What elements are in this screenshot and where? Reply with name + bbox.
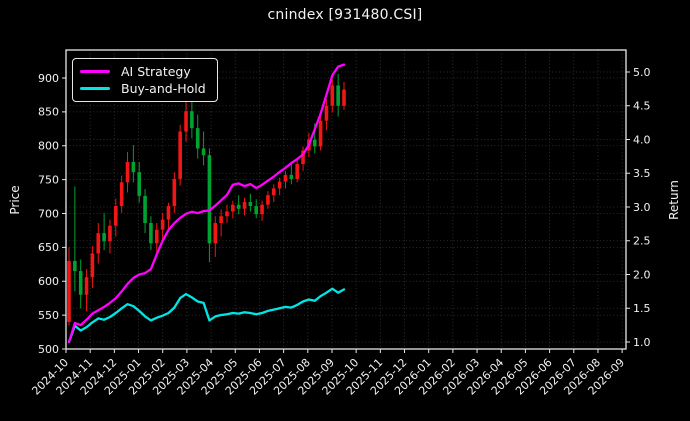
legend-item-buy-and-hold: Buy-and-Hold	[80, 80, 209, 97]
legend-line-swatch-buy-and-hold	[80, 86, 110, 91]
return-axis-tick-label: 2.5	[633, 235, 651, 248]
legend-line-swatch-ai-strategy	[80, 69, 110, 74]
return-axis-tick-label: 3.5	[633, 167, 651, 180]
y-axis-label-return: Return	[667, 180, 681, 220]
candlestick-layer	[67, 73, 346, 326]
price-axis-tick-label: 800	[38, 140, 59, 153]
return-axis-tick-label: 5.0	[633, 66, 651, 79]
legend-label-ai-strategy: AI Strategy	[121, 64, 191, 79]
price-axis-tick-label: 650	[38, 241, 59, 254]
grid-layer	[65, 50, 626, 350]
tick-labels: 900 850 800 750 700 650 600 550 500 5.0 4.5 4.0 3.5 3…	[29, 66, 650, 398]
price-axis-tick-label: 500	[38, 343, 59, 356]
price-axis-tick-label: 850	[38, 106, 59, 119]
legend: AI Strategy Buy-and-Hold	[72, 58, 218, 102]
price-axis-tick-label: 600	[38, 275, 59, 288]
ai-strategy-line	[67, 63, 346, 344]
return-axis-tick-label: 4.0	[633, 133, 651, 146]
price-axis-tick-label: 750	[38, 173, 59, 186]
tick-marks	[62, 71, 630, 353]
legend-label-buy-and-hold: Buy-and-Hold	[121, 81, 206, 96]
buy-and-hold-line	[67, 287, 346, 344]
legend-item-ai-strategy: AI Strategy	[80, 63, 209, 80]
price-axis-tick-label: 700	[38, 207, 59, 220]
return-axis-tick-label: 4.5	[633, 100, 651, 113]
price-axis-tick-label: 550	[38, 309, 59, 322]
return-axis-tick-label: 2.0	[633, 268, 651, 281]
chart-title: cnindex [931480.CSI]	[267, 7, 423, 23]
price-axis-tick-label: 900	[38, 72, 59, 85]
plot-frame	[65, 49, 627, 350]
return-axis-tick-label: 1.0	[633, 336, 651, 349]
return-axis-tick-label: 1.5	[633, 302, 651, 315]
return-axis-tick-label: 3.0	[633, 201, 651, 214]
y-axis-label-price: Price	[8, 185, 22, 215]
